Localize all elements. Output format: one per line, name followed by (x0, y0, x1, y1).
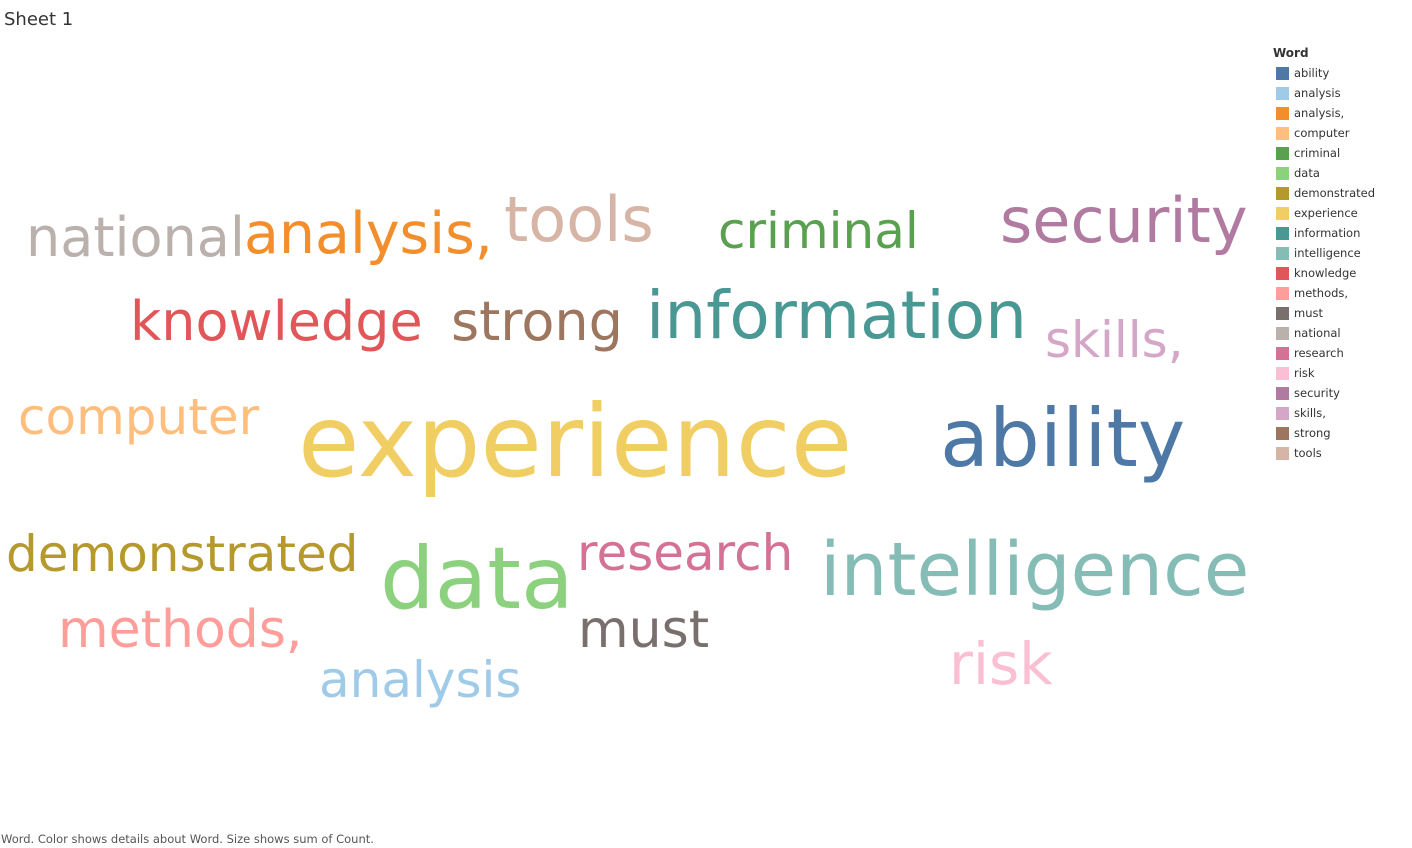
legend-item[interactable]: strong (1273, 423, 1408, 443)
cloud-word-must: must (578, 600, 709, 660)
legend-item[interactable]: intelligence (1273, 243, 1408, 263)
legend-title: Word (1273, 46, 1309, 60)
cloud-word-experience: experience (298, 383, 852, 500)
legend-swatch (1276, 266, 1289, 280)
legend-swatch (1276, 146, 1289, 160)
legend-swatch (1276, 226, 1289, 240)
legend-item[interactable]: information (1273, 223, 1408, 243)
legend-label: demonstrated (1294, 186, 1376, 200)
legend-label: methods, (1294, 286, 1349, 300)
legend-item[interactable]: analysis (1273, 83, 1408, 103)
legend-swatch (1276, 206, 1289, 220)
cloud-word-intelligence: intelligence (820, 527, 1249, 613)
legend-label: knowledge (1294, 266, 1357, 280)
legend-swatch (1276, 346, 1289, 360)
sheet-title: Sheet 1 (4, 9, 74, 30)
cloud-word-criminal: criminal (718, 202, 919, 260)
legend-label: risk (1294, 366, 1315, 380)
cloud-word-security: security (1000, 184, 1248, 257)
legend-label: computer (1294, 126, 1350, 140)
legend-item[interactable]: knowledge (1273, 263, 1408, 283)
cloud-word-analysis: analysis, (244, 201, 493, 267)
legend-label: information (1294, 226, 1361, 240)
legend-swatch (1276, 186, 1289, 200)
legend-swatch (1276, 406, 1289, 420)
legend-item[interactable]: computer (1273, 123, 1408, 143)
cloud-word-data: data (380, 529, 574, 629)
legend-item[interactable]: tools (1273, 443, 1408, 463)
legend-item[interactable]: criminal (1273, 143, 1408, 163)
legend-item[interactable]: methods, (1273, 283, 1408, 303)
legend-item[interactable]: data (1273, 163, 1408, 183)
cloud-word-methods: methods, (58, 600, 302, 660)
legend-label: must (1294, 306, 1323, 320)
legend-item[interactable]: must (1273, 303, 1408, 323)
legend-swatch (1276, 66, 1289, 80)
legend-label: analysis (1294, 86, 1341, 100)
legend-swatch (1276, 386, 1289, 400)
legend-label: data (1294, 166, 1320, 180)
legend-label: ability (1294, 66, 1330, 80)
cloud-word-national: national (26, 206, 245, 269)
cloud-word-risk: risk (949, 630, 1053, 698)
chart-caption: Word. Color shows details about Word. Si… (1, 832, 374, 846)
legend-label: experience (1294, 206, 1358, 220)
cloud-word-skills: skills, (1045, 311, 1184, 369)
legend-swatch (1276, 286, 1289, 300)
legend-swatch (1276, 86, 1289, 100)
legend-label: national (1294, 326, 1341, 340)
legend-label: criminal (1294, 146, 1341, 160)
legend-item[interactable]: ability (1273, 63, 1408, 83)
legend: Word ability analysis analysis, computer cri… (1273, 46, 1408, 463)
cloud-word-research: research (577, 524, 793, 582)
legend-swatch (1276, 446, 1289, 460)
legend-label: intelligence (1294, 246, 1361, 260)
legend-item[interactable]: analysis, (1273, 103, 1408, 123)
legend-swatch (1276, 166, 1289, 180)
cloud-word-demonstrated: demonstrated (6, 525, 358, 583)
legend-label: research (1294, 346, 1344, 360)
legend-label: strong (1294, 426, 1331, 440)
legend-swatch (1276, 426, 1289, 440)
legend-item[interactable]: national (1273, 323, 1408, 343)
legend-swatch (1276, 246, 1289, 260)
cloud-word-information: information (646, 277, 1027, 354)
legend-label: security (1294, 386, 1340, 400)
legend-swatch (1276, 326, 1289, 340)
cloud-word-ability: ability (940, 392, 1185, 485)
cloud-word-knowledge: knowledge (130, 290, 423, 353)
legend-swatch (1276, 126, 1289, 140)
legend-items: ability analysis analysis, computer criminal… (1273, 63, 1408, 463)
legend-item[interactable]: research (1273, 343, 1408, 363)
legend-item[interactable]: risk (1273, 363, 1408, 383)
cloud-word-analysis: analysis (319, 651, 521, 709)
legend-label: skills, (1294, 406, 1326, 420)
legend-swatch (1276, 366, 1289, 380)
cloud-word-strong: strong (451, 290, 623, 353)
legend-swatch (1276, 106, 1289, 120)
legend-item[interactable]: demonstrated (1273, 183, 1408, 203)
legend-item[interactable]: experience (1273, 203, 1408, 223)
cloud-word-computer: computer (18, 388, 260, 446)
legend-item[interactable]: security (1273, 383, 1408, 403)
legend-label: tools (1294, 446, 1322, 460)
cloud-word-tools: tools (504, 183, 654, 256)
legend-label: analysis, (1294, 106, 1345, 120)
legend-swatch (1276, 306, 1289, 320)
legend-item[interactable]: skills, (1273, 403, 1408, 423)
